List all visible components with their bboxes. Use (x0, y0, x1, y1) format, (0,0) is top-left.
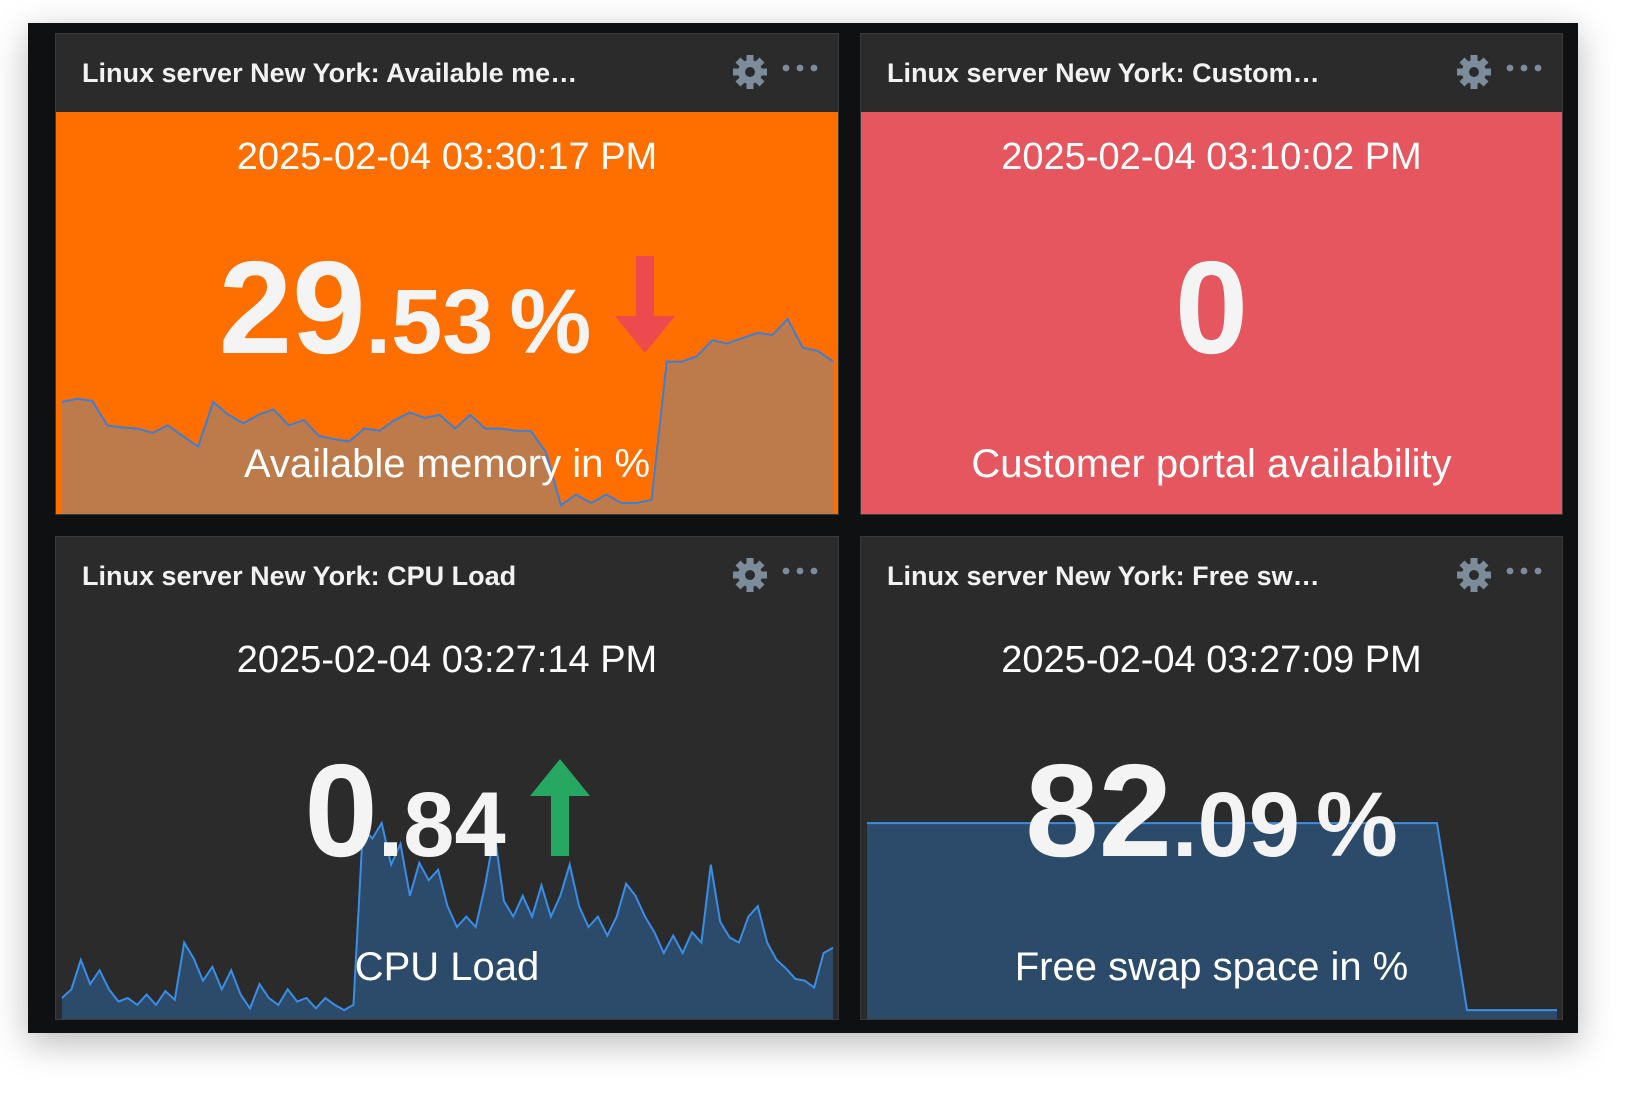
header-icons (733, 558, 818, 592)
gear-tooth (1470, 81, 1478, 89)
sparkline-area (867, 823, 1557, 1019)
timestamp: 2025-02-04 03:27:09 PM (1001, 639, 1422, 681)
value-units: % (509, 271, 592, 373)
more-button[interactable] (782, 64, 818, 72)
value-decimal: .84 (377, 774, 506, 876)
arrow-shape (615, 256, 676, 353)
header-icons (733, 55, 818, 89)
dot (782, 64, 790, 72)
settings-button[interactable] (1457, 55, 1491, 89)
dot (810, 64, 818, 72)
value-integer: 82 (1025, 737, 1173, 884)
settings-button[interactable] (733, 558, 767, 592)
gear-tooth (746, 81, 754, 89)
gear-hole (1469, 67, 1479, 77)
value: 0 (861, 242, 1562, 374)
change-indicator (529, 759, 590, 856)
widget: Linux server New York: Custom… 2025-02-04… (860, 33, 1563, 515)
value-integer: 0 (304, 737, 378, 884)
value: 82.09% (861, 745, 1562, 877)
widget: Linux server New York: CPU Load 2025-02-0… (55, 536, 839, 1020)
more-button[interactable] (1506, 567, 1542, 575)
sparkline (61, 317, 834, 514)
gear-hole (745, 67, 755, 77)
value-integer: 0 (1174, 234, 1249, 381)
sparkline-area (62, 319, 833, 514)
widget-header: Linux server New York: Available me… (56, 34, 838, 112)
value-decimal: .53 (365, 271, 494, 373)
widget: Linux server New York: Available me… 2025… (55, 33, 839, 515)
dot (796, 64, 804, 72)
arrow-shape (529, 759, 590, 856)
timestamp: 2025-02-04 03:10:02 PM (1001, 136, 1422, 178)
more-button[interactable] (782, 567, 818, 575)
sparkline (61, 820, 834, 1019)
widget-body: 2025-02-04 03:30:17 PM 29.53% Available me… (56, 112, 838, 514)
settings-button[interactable] (733, 55, 767, 89)
dot (1506, 64, 1514, 72)
gear-tooth (746, 558, 754, 566)
dot (1520, 64, 1528, 72)
gear-tooth (1470, 584, 1478, 592)
sparkline-area (62, 823, 833, 1019)
description: Customer portal availability (971, 442, 1452, 486)
widget-header: Linux server New York: Free sw… (861, 537, 1562, 615)
timestamp: 2025-02-04 03:27:14 PM (236, 639, 658, 681)
dot (810, 567, 818, 575)
gear-tooth (1470, 55, 1478, 63)
header-icons (1457, 558, 1542, 592)
widget-title: Linux server New York: Custom… (887, 58, 1320, 88)
sparkline-line (61, 317, 834, 507)
value: 0.84 (56, 745, 838, 877)
widget-body: 2025-02-04 03:27:14 PM 0.84 CPU Load (56, 615, 838, 1019)
dot (1506, 567, 1514, 575)
widget-body: 2025-02-04 03:27:09 PM 82.09% Free swap sp… (861, 615, 1562, 1019)
value-integer: 29 (218, 234, 366, 381)
settings-button[interactable] (1457, 558, 1491, 592)
value: 29.53% (56, 242, 838, 374)
gear-tooth (1470, 558, 1478, 566)
description: Free swap space in % (1014, 945, 1409, 989)
widget-title: Linux server New York: Free sw… (887, 561, 1320, 591)
value-units: % (1315, 774, 1398, 876)
change-indicator (615, 256, 676, 353)
dot (796, 567, 804, 575)
dot (782, 567, 790, 575)
widget-title: Linux server New York: Available me… (82, 58, 578, 88)
description: Available memory in % (243, 442, 651, 486)
widget: Linux server New York: Free sw… 2025-02-0… (860, 536, 1563, 1020)
sparkline-line (867, 822, 1557, 1012)
value-decimal: .09 (1172, 774, 1300, 876)
widget-body: 2025-02-04 03:10:02 PM 0 Customer portal a… (861, 112, 1562, 514)
widget-header: Linux server New York: Custom… (861, 34, 1562, 112)
more-button[interactable] (1506, 64, 1542, 72)
widget-title: Linux server New York: CPU Load (82, 561, 517, 591)
widget-header: Linux server New York: CPU Load (56, 537, 838, 615)
header-icons (1457, 55, 1542, 89)
timestamp: 2025-02-04 03:30:17 PM (236, 136, 658, 178)
dot (1534, 567, 1542, 575)
sparkline (867, 822, 1557, 1019)
dot (1534, 64, 1542, 72)
sparkline-line (61, 820, 834, 1012)
gear-tooth (746, 55, 754, 63)
description: CPU Load (354, 945, 540, 989)
gear-hole (1469, 570, 1479, 580)
gear-hole (745, 570, 755, 580)
gear-tooth (746, 584, 754, 592)
dot (1520, 567, 1528, 575)
